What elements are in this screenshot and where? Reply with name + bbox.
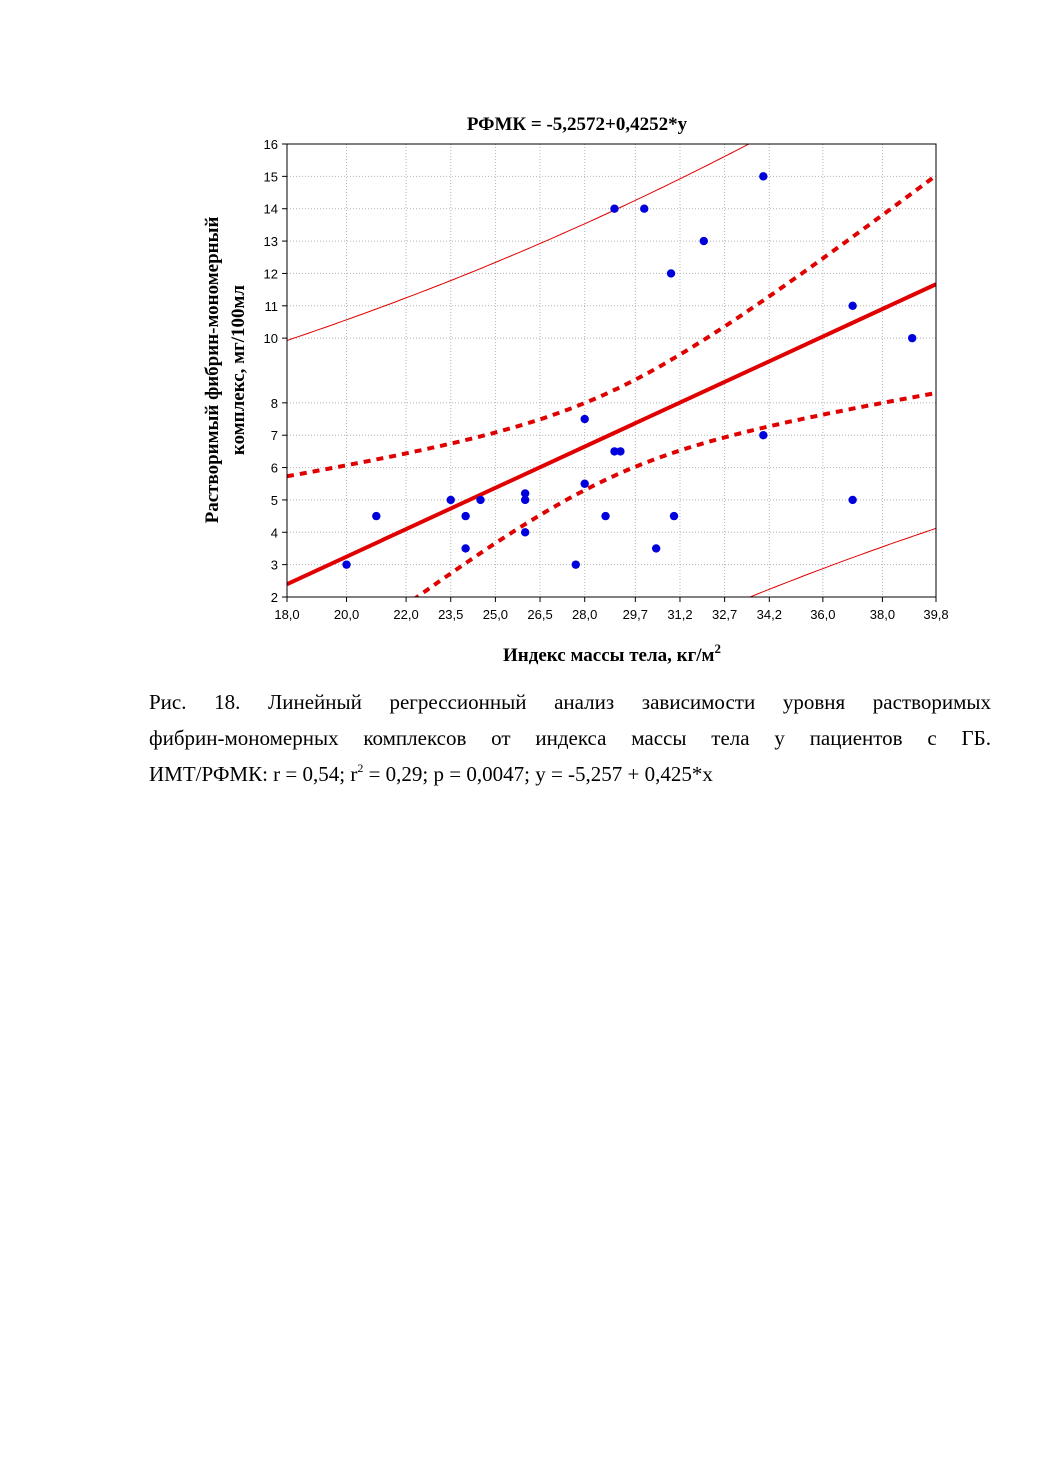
x-axis-title-superscript: 2: [714, 641, 721, 656]
y-tick-label: 5: [271, 493, 278, 508]
x-tick-label: 18,0: [274, 607, 299, 622]
data-point: [848, 301, 857, 310]
y-tick-label: 12: [264, 266, 278, 281]
x-tick-label: 31,2: [667, 607, 692, 622]
x-tick-label: 26,5: [527, 607, 552, 622]
data-point: [461, 511, 470, 521]
x-tick-label: 32,7: [712, 607, 737, 622]
data-point: [476, 495, 485, 505]
y-tick-label: 7: [271, 428, 278, 443]
x-tick-label: 39,8: [923, 607, 948, 622]
y-axis-title: Растворимый фибрин-мономерный комплекс, …: [202, 217, 249, 524]
y-tick-label: 3: [271, 558, 278, 573]
x-tick-label: 20,0: [334, 607, 359, 622]
data-point: [580, 479, 589, 488]
caption-r-squared-superscript: 2: [357, 761, 364, 775]
x-axis-ticks: 18,0 20,0 22,0 23,5 25,0 26,5 28,0 29,7 31,2 32,7…: [274, 597, 949, 622]
data-point: [759, 431, 768, 440]
data-point: [372, 511, 381, 521]
data-point: [601, 511, 610, 521]
chart-title: РФМК = -5,2572+0,4252*у: [467, 114, 688, 135]
data-point: [666, 269, 676, 278]
prediction-band-upper: [287, 144, 750, 341]
regression-line: [287, 282, 936, 586]
prediction-band-lower: [748, 527, 936, 597]
y-axis-ticks: 2 3 4 5 6 7 8 10 11 12 13 14 15 16: [264, 137, 287, 605]
plot-frame: [286, 143, 937, 598]
data-point: [610, 204, 619, 213]
data-point: [520, 489, 530, 498]
data-point: [571, 560, 580, 569]
x-tick-label: 29,7: [623, 607, 648, 622]
data-point: [699, 236, 708, 246]
y-tick-label: 15: [264, 169, 278, 184]
regression-chart: РФМК = -5,2572+0,4252*у 18,0 20,0 22,0 23,5…: [202, 114, 949, 666]
y-tick-label: 6: [271, 461, 278, 476]
caption-line-3: ИМТ/РФМК: r = 0,54; r2 = 0,29; p = 0,004…: [149, 756, 991, 792]
x-axis-title: Индекс массы тела, кг/м2: [503, 641, 721, 666]
data-point: [520, 528, 530, 537]
caption-line-1: Рис. 18. Линейный регрессионный анализ з…: [149, 690, 991, 714]
x-tick-label: 34,2: [757, 607, 782, 622]
data-point: [651, 544, 661, 553]
data-point: [640, 204, 649, 213]
caption-line-2: фибрин-мономерных комплексов от индекса …: [149, 726, 991, 750]
y-tick-label: 13: [264, 234, 278, 249]
confidence-band-lower: [413, 391, 936, 597]
x-tick-label: 36,0: [810, 607, 835, 622]
y-tick-label: 2: [271, 590, 278, 605]
data-point: [759, 172, 768, 181]
data-point: [520, 495, 530, 505]
data-point: [848, 495, 857, 505]
data-point: [446, 495, 455, 505]
regression-layer: [287, 144, 936, 597]
y-tick-label: 4: [271, 525, 278, 540]
y-tick-label: 10: [264, 331, 278, 346]
data-points: [342, 172, 917, 569]
x-tick-label: 28,0: [572, 607, 597, 622]
y-tick-label: 8: [271, 396, 278, 411]
data-point: [580, 414, 589, 424]
y-tick-label: 16: [264, 137, 278, 152]
x-tick-label: 25,0: [483, 607, 508, 622]
y-axis-title-line1: Растворимый фибрин-мономерный: [202, 217, 223, 524]
y-axis-title-line2: комплекс, мг/100мл: [228, 285, 249, 456]
data-point: [342, 560, 351, 569]
x-tick-label: 22,0: [393, 607, 418, 622]
figure-caption: Рис. 18. Линейный регрессионный анализ з…: [149, 684, 991, 792]
x-tick-label: 23,5: [438, 607, 463, 622]
data-point: [669, 511, 679, 521]
x-tick-label: 38,0: [870, 607, 895, 622]
data-point: [907, 333, 917, 343]
data-point: [616, 447, 625, 456]
data-point: [461, 544, 470, 553]
caption-line-3-start: ИМТ/РФМК: r = 0,54; r: [149, 762, 358, 786]
y-tick-label: 11: [265, 299, 279, 314]
caption-line-3-end: = 0,29; p = 0,0047; y = -5,257 + 0,425*x: [363, 762, 713, 786]
confidence-band-upper: [287, 173, 936, 479]
data-point: [610, 447, 619, 456]
y-tick-label: 14: [264, 202, 278, 217]
